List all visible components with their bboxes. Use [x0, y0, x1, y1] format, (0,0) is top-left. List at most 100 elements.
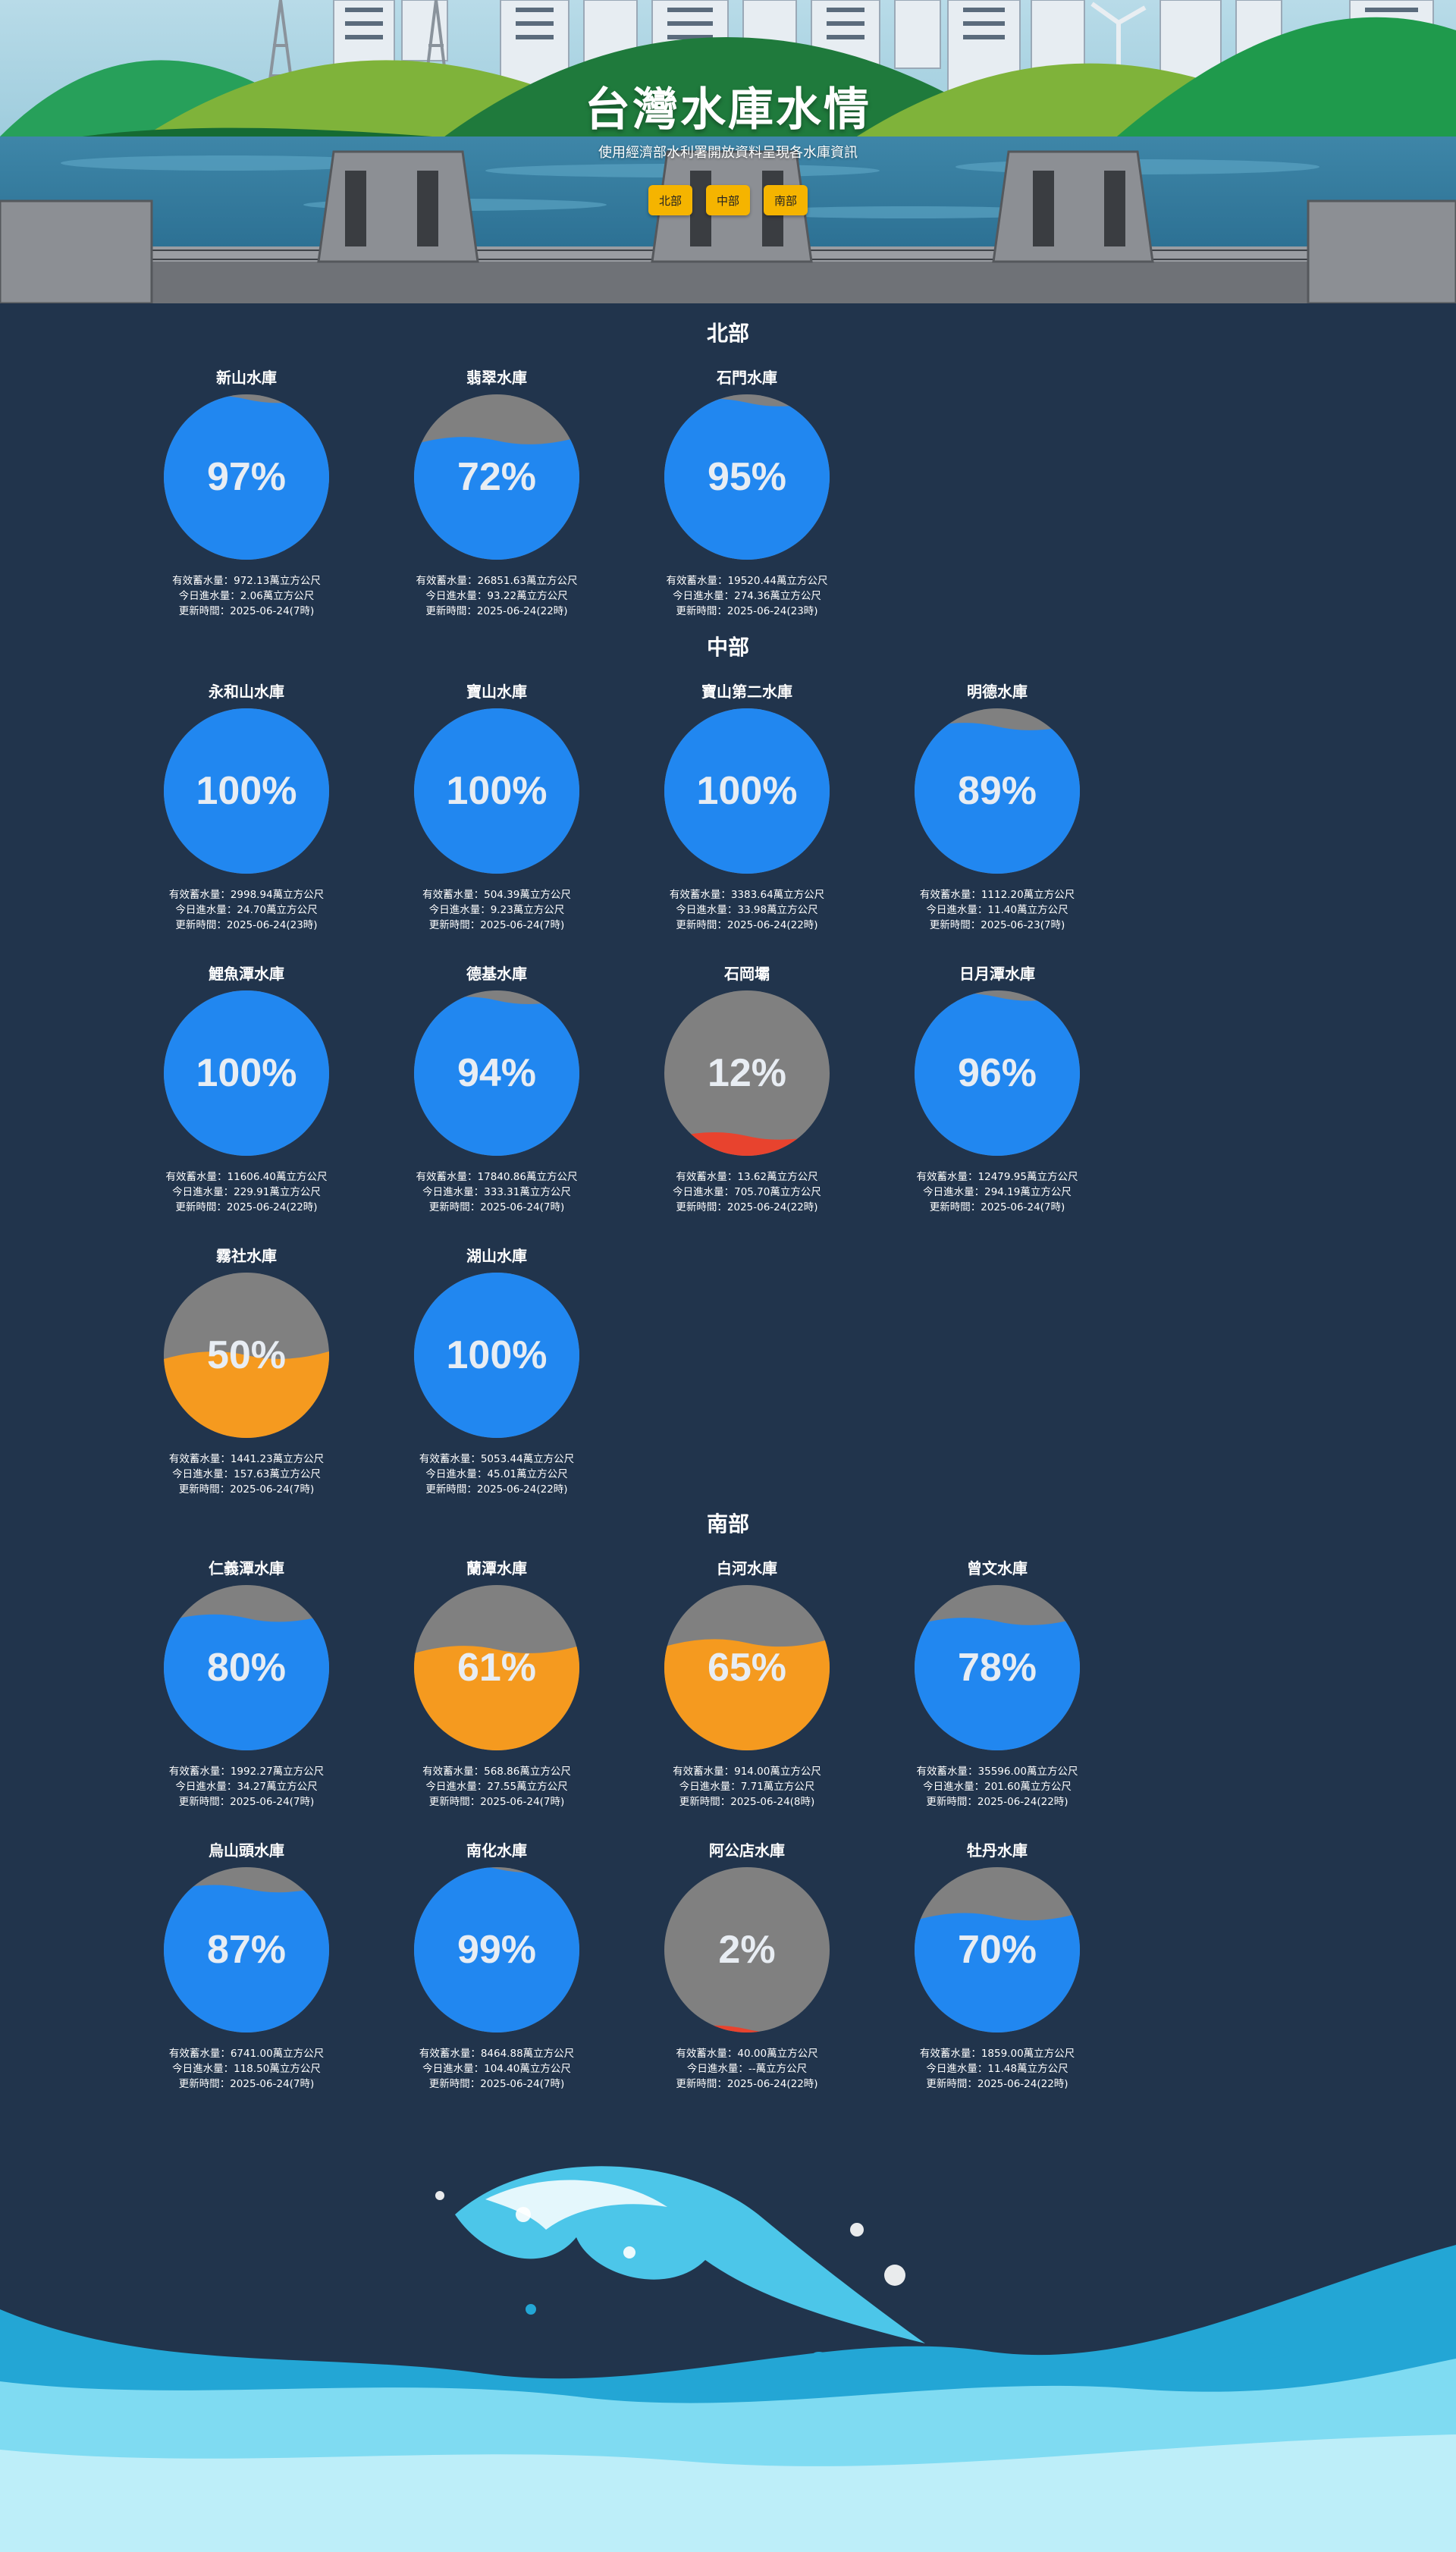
inflow-value: 104.40萬立方公尺: [484, 2063, 571, 2075]
storage-line: 有效蓄水量：26851.63萬立方公尺: [391, 573, 603, 589]
inflow-label: 今日進水量：: [425, 590, 488, 602]
storage-value: 11606.40萬立方公尺: [227, 1171, 328, 1183]
gauge-water-fill: [915, 1910, 1080, 2032]
storage-label: 有效蓄水量：: [666, 575, 728, 587]
reservoir-name: 烏山頭水庫: [209, 1841, 284, 1860]
reservoir-name: 白河水庫: [717, 1559, 777, 1577]
inflow-value: 294.19萬立方公尺: [984, 1186, 1072, 1198]
gauge-percent-label: 100%: [196, 769, 297, 813]
storage-line: 有效蓄水量：504.39萬立方公尺: [391, 887, 603, 902]
reservoir-name: 仁義潭水庫: [209, 1559, 284, 1577]
updated-line: 更新時間：2025-06-24(23時): [641, 604, 853, 619]
gauge-water-fill: [414, 1643, 579, 1750]
updated-line: 更新時間：2025-06-24(22時): [391, 604, 603, 619]
inflow-line: 今日進水量：34.27萬立方公尺: [140, 1779, 353, 1794]
reservoir-card: 石岡壩 12% 有效蓄水量：13.62萬立方公尺 今日進水量：705.70萬立方公尺更…: [641, 965, 853, 1215]
region-title: 中部: [706, 635, 749, 660]
storage-line: 有效蓄水量：11606.40萬立方公尺: [140, 1169, 353, 1185]
updated-label: 更新時間：: [929, 1201, 981, 1213]
storage-value: 504.39萬立方公尺: [484, 889, 571, 901]
updated-line: 更新時間：2025-06-24(7時): [140, 604, 353, 619]
inflow-label: 今日進水量：: [425, 1468, 488, 1480]
storage-label: 有效蓄水量：: [673, 1766, 735, 1778]
updated-line: 更新時間：2025-06-24(22時): [641, 1200, 853, 1215]
inflow-line: 今日進水量：294.19萬立方公尺: [891, 1185, 1103, 1200]
inflow-line: 今日進水量：157.63萬立方公尺: [140, 1467, 353, 1482]
gauge-water-fill: [915, 990, 1080, 1156]
reservoir-name: 曾文水庫: [967, 1559, 1028, 1577]
reservoir-card: 蘭潭水庫 61% 有效蓄水量：568.86萬立方公尺 今日進水量：27.55萬立方公尺…: [391, 1559, 603, 1810]
inflow-line: 今日進水量：11.48萬立方公尺: [891, 2061, 1103, 2076]
inflow-line: 今日進水量：11.40萬立方公尺: [891, 902, 1103, 918]
inflow-label: 今日進水量：: [679, 1781, 741, 1793]
storage-line: 有效蓄水量：8464.88萬立方公尺: [391, 2046, 603, 2061]
updated-value: 2025-06-24(23時): [226, 919, 318, 931]
storage-line: 有效蓄水量：6741.00萬立方公尺: [140, 2046, 353, 2061]
inflow-value: 333.31萬立方公尺: [484, 1186, 571, 1198]
nav-button-north[interactable]: 北部: [648, 185, 692, 215]
nav-button-south[interactable]: 南部: [764, 185, 808, 215]
gauge-percent-label: 96%: [958, 1051, 1037, 1095]
storage-value: 914.00萬立方公尺: [734, 1766, 821, 1778]
updated-label: 更新時間：: [425, 605, 477, 617]
inflow-value: --萬立方公尺: [748, 2063, 808, 2075]
updated-value: 2025-06-24(7時): [230, 605, 315, 617]
inflow-value: 229.91萬立方公尺: [234, 1186, 321, 1198]
gauge-percent-label: 100%: [447, 769, 548, 813]
updated-value: 2025-06-24(7時): [480, 1796, 565, 1808]
gauge-percent-label: 87%: [207, 1928, 286, 1972]
water-level-gauge: 2%: [664, 1867, 830, 2032]
storage-label: 有效蓄水量：: [916, 1766, 978, 1778]
storage-label: 有效蓄水量：: [416, 1171, 478, 1183]
gauge-water-fill: [164, 708, 329, 874]
updated-line: 更新時間：2025-06-24(8時): [641, 1794, 853, 1810]
water-level-gauge: 12%: [664, 990, 830, 1156]
reservoir-info: 有效蓄水量：1992.27萬立方公尺 今日進水量：34.27萬立方公尺 更新時間：2…: [140, 1764, 353, 1810]
reservoir-info: 有效蓄水量：26851.63萬立方公尺 今日進水量：93.22萬立方公尺 更新時間：…: [391, 573, 603, 619]
reservoir-card: 湖山水庫 100% 有效蓄水量：5053.44萬立方公尺 今日進水量：45.01萬立方…: [391, 1247, 603, 1497]
inflow-line: 今日進水量：229.91萬立方公尺: [140, 1185, 353, 1200]
updated-value: 2025-06-24(7時): [230, 1796, 315, 1808]
reservoir-card: 翡翠水庫 72% 有效蓄水量：26851.63萬立方公尺 今日進水量：93.22萬立方…: [391, 369, 603, 619]
updated-line: 更新時間：2025-06-24(22時): [641, 918, 853, 933]
updated-value: 2025-06-24(22時): [476, 605, 568, 617]
storage-label: 有效蓄水量：: [419, 2048, 481, 2060]
inflow-label: 今日進水量：: [172, 1186, 234, 1198]
updated-value: 2025-06-23(7時): [981, 919, 1065, 931]
inflow-value: 201.60萬立方公尺: [984, 1781, 1072, 1793]
inflow-value: 24.70萬立方公尺: [237, 904, 318, 916]
updated-label: 更新時間：: [929, 919, 981, 931]
inflow-label: 今日進水量：: [923, 1781, 985, 1793]
reservoir-card: 白河水庫 65% 有效蓄水量：914.00萬立方公尺 今日進水量：7.71萬立方公尺更…: [641, 1559, 853, 1810]
reservoir-card: 仁義潭水庫 80% 有效蓄水量：1992.27萬立方公尺 今日進水量：34.27萬立方…: [140, 1559, 353, 1810]
inflow-line: 今日進水量：705.70萬立方公尺: [641, 1185, 853, 1200]
reservoir-card: 曾文水庫 78% 有效蓄水量：35596.00萬立方公尺 今日進水量：201.60萬立…: [891, 1559, 1103, 1810]
storage-line: 有效蓄水量：35596.00萬立方公尺: [891, 1764, 1103, 1779]
inflow-line: 今日進水量：7.71萬立方公尺: [641, 1779, 853, 1794]
inflow-label: 今日進水量：: [673, 590, 735, 602]
water-level-gauge: 65%: [664, 1585, 830, 1750]
reservoir-name: 明德水庫: [967, 683, 1028, 701]
inflow-value: 27.55萬立方公尺: [487, 1781, 568, 1793]
updated-value: 2025-06-24(7時): [480, 2078, 565, 2090]
updated-value: 2025-06-24(7時): [480, 1201, 565, 1213]
water-level-gauge: 95%: [664, 394, 830, 560]
water-level-gauge: 97%: [164, 394, 329, 560]
nav-button-central[interactable]: 中部: [705, 185, 750, 215]
gauge-percent-label: 61%: [457, 1646, 536, 1690]
updated-label: 更新時間：: [175, 1201, 227, 1213]
inflow-label: 今日進水量：: [686, 2063, 748, 2075]
storage-label: 有效蓄水量：: [165, 1171, 228, 1183]
storage-line: 有效蓄水量：1992.27萬立方公尺: [140, 1764, 353, 1779]
storage-value: 1859.00萬立方公尺: [981, 2048, 1075, 2060]
storage-value: 3383.64萬立方公尺: [730, 889, 825, 901]
updated-value: 2025-06-24(22時): [977, 1796, 1068, 1808]
updated-value: 2025-06-24(8時): [730, 1796, 815, 1808]
updated-line: 更新時間：2025-06-24(22時): [641, 2076, 853, 2092]
header-banner: 台灣水庫水情 使用經濟部水利署開放資料呈現各水庫資訊 北部 中部 南部: [0, 0, 1456, 303]
reservoir-card: 南化水庫 99% 有效蓄水量：8464.88萬立方公尺 今日進水量：104.40萬立方…: [391, 1841, 603, 2092]
water-level-gauge: 100%: [164, 990, 329, 1156]
inflow-line: 今日進水量：2.06萬立方公尺: [140, 589, 353, 604]
gauge-empty-area: [664, 1867, 830, 2032]
storage-label: 有效蓄水量：: [168, 889, 231, 901]
